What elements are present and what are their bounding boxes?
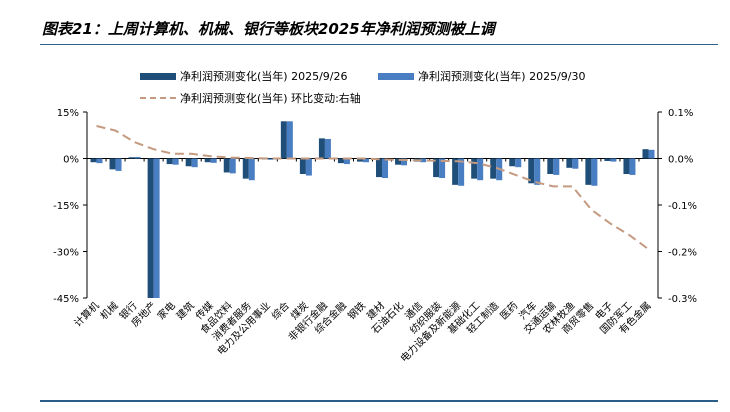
bar	[172, 158, 179, 165]
bar	[356, 158, 363, 162]
bottom-divider	[40, 400, 718, 402]
bar	[420, 158, 427, 163]
bar	[585, 158, 592, 185]
bar	[191, 158, 198, 168]
bar	[324, 138, 331, 159]
bar	[642, 149, 649, 159]
bar	[229, 158, 236, 174]
bar	[553, 158, 560, 175]
bar	[629, 158, 636, 175]
bar	[248, 158, 255, 181]
y-left-tick-label: 0%	[63, 155, 79, 166]
bar	[458, 158, 465, 186]
bar	[382, 158, 389, 179]
bar	[185, 158, 192, 167]
bar	[471, 158, 478, 179]
bar	[534, 158, 541, 185]
y-right-tick-label: 0.1%	[668, 108, 693, 119]
y-left-tick-label: -45%	[53, 294, 79, 305]
bar	[115, 158, 122, 171]
bar	[153, 158, 160, 298]
bar	[286, 121, 293, 159]
bar	[566, 158, 573, 168]
series-line-right-axis	[96, 125, 650, 251]
bar	[128, 157, 135, 159]
bar	[299, 158, 306, 174]
y-left-tick-label: 15%	[57, 108, 79, 119]
bar	[90, 158, 97, 163]
bar	[477, 158, 484, 181]
chart-title: 图表21：上周计算机、机械、银行等板块2025年净利润预测被上调	[42, 20, 495, 38]
bar	[204, 158, 211, 163]
y-right-tick-label: -0.1%	[668, 201, 697, 212]
x-tick-label: 家电	[154, 299, 177, 322]
y-right-tick-label: 0.0%	[668, 155, 693, 166]
bar	[604, 158, 611, 161]
bar	[515, 158, 522, 168]
bar	[401, 158, 408, 166]
bar	[572, 158, 579, 169]
bar	[223, 158, 230, 173]
x-tick-label: 机械	[97, 299, 120, 322]
legend-swatch-1	[140, 72, 176, 80]
legend-swatch-3	[140, 97, 176, 99]
legend-label-3: 净利润预测变化(当年) 环比变动:右轴	[180, 92, 361, 105]
bar	[452, 158, 459, 185]
bar	[528, 158, 535, 184]
bar	[490, 158, 497, 179]
bar	[242, 158, 249, 179]
bar	[109, 158, 116, 170]
legend-label-2: 净利润预测变化(当年) 2025/9/30	[418, 70, 586, 83]
bar	[610, 158, 617, 162]
bar	[343, 158, 350, 165]
x-tick-label: 综合	[269, 299, 292, 322]
bar	[267, 158, 274, 160]
bar	[376, 158, 383, 178]
bar	[337, 158, 344, 164]
y-left-tick-label: -30%	[53, 248, 79, 259]
y-left-tick-label: -15%	[53, 201, 79, 212]
bar	[96, 158, 103, 164]
bar	[439, 158, 446, 179]
bar	[318, 138, 325, 159]
y-right-tick-label: -0.3%	[668, 294, 697, 305]
x-tick-label: 钢铁	[345, 299, 368, 322]
legend-swatch-2	[378, 72, 414, 80]
legend-series-3: 净利润预测变化(当年) 环比变动:右轴	[140, 90, 361, 106]
bar	[648, 149, 655, 159]
bar	[547, 158, 554, 174]
bar	[395, 158, 402, 165]
bar	[280, 121, 287, 159]
bar	[134, 156, 141, 159]
bar	[210, 158, 217, 163]
legend-label-1: 净利润预测变化(当年) 2025/9/26	[180, 70, 348, 83]
bar	[166, 158, 173, 165]
title-divider	[40, 44, 718, 45]
legend-series-2: 净利润预测变化(当年) 2025/9/30	[378, 68, 585, 84]
bar	[623, 158, 630, 174]
bar	[305, 158, 312, 176]
x-tick-label: 建筑	[173, 299, 196, 322]
x-tick-label: 医药	[498, 300, 521, 323]
bar	[433, 158, 440, 178]
bar	[591, 158, 598, 186]
legend-series-1: 净利润预测变化(当年) 2025/9/26	[140, 68, 347, 84]
y-right-tick-label: -0.2%	[668, 248, 697, 259]
bar	[509, 158, 516, 167]
bar	[147, 158, 154, 298]
bar	[362, 158, 369, 163]
